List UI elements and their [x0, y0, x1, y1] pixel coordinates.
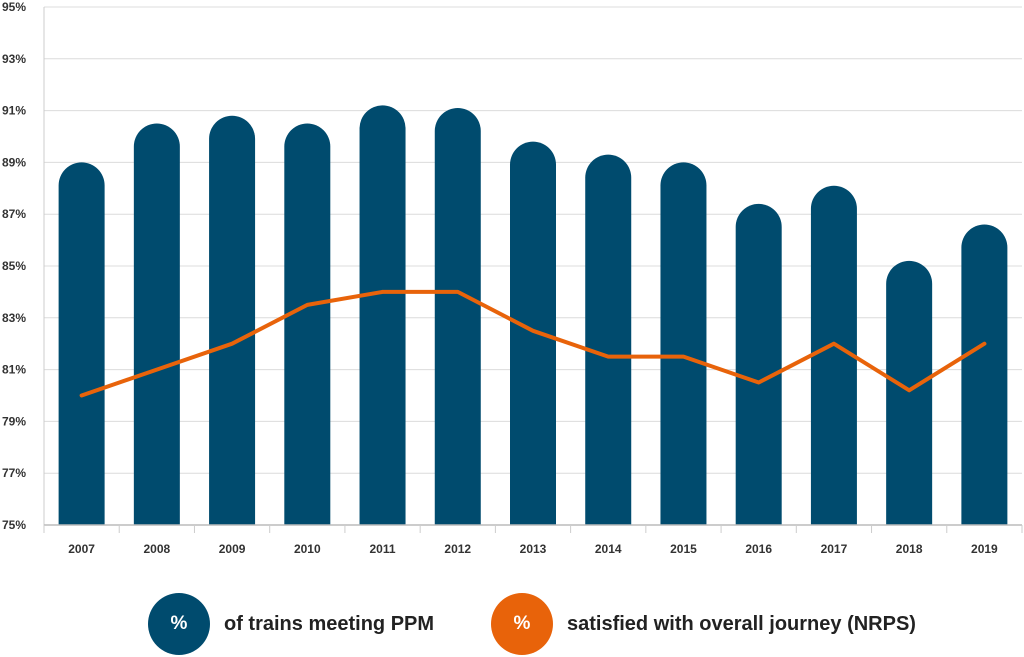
bar-2009 [209, 115, 256, 525]
x-tick-label: 2016 [745, 542, 772, 556]
bar-2019 [961, 224, 1008, 525]
x-tick-label: 2015 [670, 542, 697, 556]
bar-2015 [660, 162, 707, 525]
x-tick-label: 2018 [896, 542, 923, 556]
legend-swatch-ppm: % [148, 593, 210, 655]
line-nrps [79, 289, 987, 398]
bar-2012 [434, 108, 481, 525]
y-tick-label: 89% [2, 155, 26, 169]
bar-2018 [886, 260, 933, 525]
y-tick-label: 87% [2, 207, 26, 221]
x-tick-label: 2017 [821, 542, 848, 556]
bar-2017 [810, 185, 857, 525]
x-tick-label: 2019 [971, 542, 998, 556]
bar-2010 [284, 123, 331, 526]
legend: % of trains meeting PPM % satisfied with… [0, 593, 1024, 655]
x-tick-label: 2013 [520, 542, 547, 556]
bars-ppm [58, 105, 1008, 526]
bar-2013 [510, 141, 556, 525]
x-tick-label: 2010 [294, 542, 321, 556]
bar-2016 [735, 203, 782, 525]
y-tick-label: 85% [2, 259, 26, 273]
y-axis: 75% 77% 79% 81% 83% 85% 87% 89% 91% 93% 95% [2, 0, 45, 532]
bar-2014 [585, 154, 632, 525]
x-tick-label: 2012 [444, 542, 471, 556]
bar-2007 [58, 162, 105, 525]
y-tick-label: 79% [2, 414, 26, 428]
legend-swatch-nrps: % [491, 593, 553, 655]
x-tick-label: 2009 [219, 542, 246, 556]
y-tick-label: 93% [2, 52, 26, 66]
chart: 75%77%79%81%83%85%87%89%91%93%95% 2007 20… [2, 0, 1023, 556]
legend-label-ppm: of trains meeting PPM [224, 612, 435, 635]
x-tick-label: 2008 [143, 542, 170, 556]
y-tick-label: 77% [2, 466, 26, 480]
legend-item-ppm: % of trains meeting PPM [148, 593, 434, 655]
x-tick-label: 2014 [595, 542, 622, 556]
bar-2008 [133, 123, 180, 526]
x-tick-label: 2007 [68, 542, 95, 556]
y-tick-label: 75% [2, 518, 26, 532]
x-tick-label: 2011 [370, 542, 396, 556]
legend-label-nrps: satisfied with overall journey (NRPS) [567, 612, 916, 635]
legend-item-nrps: % satisfied with overall journey (NRPS) [491, 593, 916, 655]
y-tick-label: 91% [2, 104, 26, 118]
y-tick-label: 83% [2, 311, 26, 325]
bar-2011 [359, 105, 406, 525]
y-tick-label: 81% [2, 363, 26, 377]
x-axis: 2007 2008 2009 2010 2011 2012 2013 2014 2015 2016… [43, 524, 1023, 556]
y-tick-label: 95% [2, 0, 26, 14]
